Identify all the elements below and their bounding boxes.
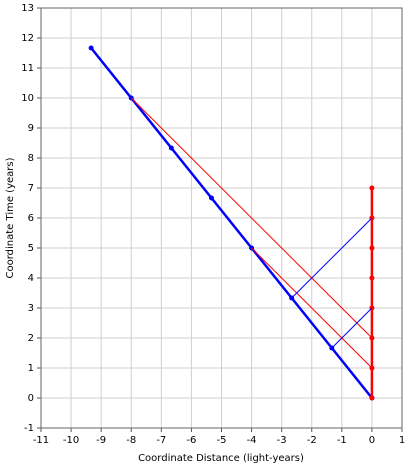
point (369, 395, 375, 401)
x-tick-label: 0 (369, 435, 375, 446)
y-tick-label: -1 (24, 423, 34, 434)
y-tick-label: 4 (28, 273, 34, 284)
point (369, 245, 375, 251)
point (369, 185, 375, 191)
y-tick-label: 1 (28, 363, 34, 374)
point (208, 195, 214, 201)
y-tick-label: 12 (21, 33, 34, 44)
x-tick-label: -4 (247, 435, 257, 446)
point (168, 145, 174, 151)
y-axis-title: Coordinate Time (years) (5, 157, 16, 278)
x-tick-label: -8 (126, 435, 136, 446)
y-tick-label: 0 (28, 393, 34, 404)
y-tick-label: 7 (28, 183, 34, 194)
x-tick-label: -7 (156, 435, 166, 446)
y-tick-label: 13 (21, 3, 34, 14)
y-tick-label: 2 (28, 333, 34, 344)
series-line (90, 47, 373, 399)
x-tick-label: -5 (217, 435, 227, 446)
x-tick-label: -11 (33, 435, 49, 446)
y-tick-label: 5 (28, 243, 34, 254)
y-tick-label: 6 (28, 213, 34, 224)
series-line (130, 97, 373, 339)
y-tick-label: 9 (28, 123, 34, 134)
series-line (331, 307, 373, 349)
plot-frame (40, 7, 403, 429)
point (369, 275, 375, 281)
y-tick-label: 3 (28, 303, 34, 314)
y-tick-label: 8 (28, 153, 34, 164)
series-line (251, 247, 373, 369)
x-tick-label: 1 (399, 435, 405, 446)
y-tick-label: 11 (21, 63, 34, 74)
series-line (291, 217, 373, 299)
x-tick-label: -10 (63, 435, 79, 446)
y-tick-label: 10 (21, 93, 34, 104)
x-axis-title: Coordinate Distance (light-years) (138, 453, 304, 464)
x-tick-label: -3 (277, 435, 287, 446)
x-tick-label: -1 (337, 435, 347, 446)
x-tick-label: -6 (186, 435, 196, 446)
point (88, 45, 94, 51)
x-tick-label: -9 (96, 435, 106, 446)
x-tick-label: -2 (307, 435, 317, 446)
